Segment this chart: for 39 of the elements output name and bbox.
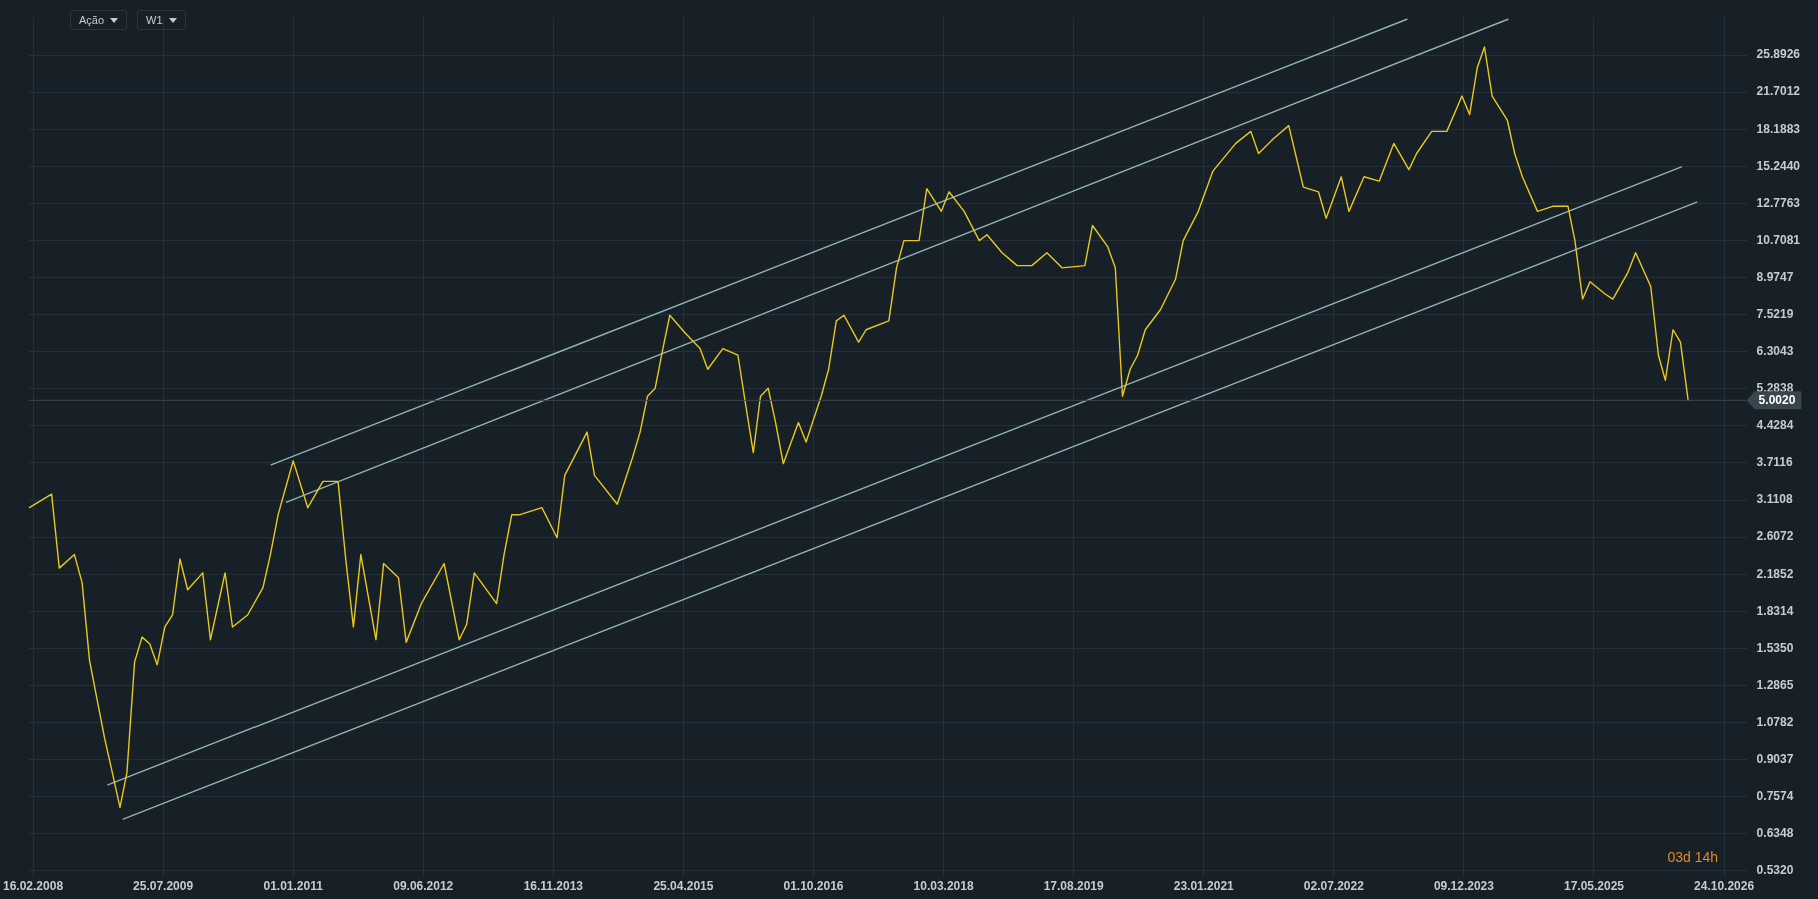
x-tick-label: 24.10.2026 xyxy=(1694,879,1755,894)
y-tick-label: 2.1852 xyxy=(1756,566,1794,581)
y-tick-label: 18.1883 xyxy=(1756,121,1801,136)
y-tick-label: 4.4284 xyxy=(1756,418,1794,433)
y-tick-label: 0.9037 xyxy=(1756,752,1794,767)
x-tick-label: 09.12.2023 xyxy=(1433,879,1495,894)
x-tick-label: 17.05.2025 xyxy=(1563,879,1625,894)
y-tick-label: 15.2440 xyxy=(1756,158,1801,173)
y-tick-label: 8.9747 xyxy=(1756,269,1794,284)
y-tick-label: 3.1108 xyxy=(1756,492,1793,507)
y-tick-label: 10.7081 xyxy=(1756,232,1801,247)
y-tick-label: 21.7012 xyxy=(1756,84,1801,99)
y-tick-label: 0.5320 xyxy=(1756,863,1794,878)
x-tick-label: 25.07.2009 xyxy=(133,879,194,894)
y-tick-label: 6.3043 xyxy=(1756,344,1794,359)
x-tick-label: 23.01.2021 xyxy=(1173,879,1235,894)
y-tick-label: 7.5219 xyxy=(1756,306,1794,321)
y-tick-label: 1.5350 xyxy=(1756,640,1794,655)
annotation: Ação xyxy=(79,14,105,26)
x-tick-label: 25.04.2015 xyxy=(653,879,714,894)
x-tick-label: 02.07.2022 xyxy=(1303,879,1365,894)
x-tick-label: 09.06.2012 xyxy=(393,879,454,894)
y-tick-label: 3.7116 xyxy=(1756,455,1793,470)
y-tick-label: 0.6348 xyxy=(1756,826,1794,841)
y-tick-label: 1.0782 xyxy=(1756,714,1794,729)
y-tick-label: 1.2865 xyxy=(1756,677,1794,692)
y-tick-label: 25.8926 xyxy=(1756,47,1801,62)
x-tick-label: 16.02.2008 xyxy=(3,879,64,894)
y-tick-label: 12.7763 xyxy=(1756,195,1801,210)
y-tick-label: 1.8314 xyxy=(1756,603,1794,618)
y-tick-label: 2.6072 xyxy=(1756,529,1794,544)
x-tick-label: 01.01.2011 xyxy=(263,879,324,894)
annotation: W1 xyxy=(146,14,163,26)
x-tick-label: 10.03.2018 xyxy=(913,879,974,894)
x-tick-label: 17.08.2019 xyxy=(1043,879,1105,894)
y-tick-label: 0.7574 xyxy=(1756,789,1794,804)
annotation: 03d 14h xyxy=(1667,849,1718,865)
x-tick-label: 01.10.2016 xyxy=(783,879,844,894)
x-tick-label: 16.11.2013 xyxy=(523,879,584,894)
